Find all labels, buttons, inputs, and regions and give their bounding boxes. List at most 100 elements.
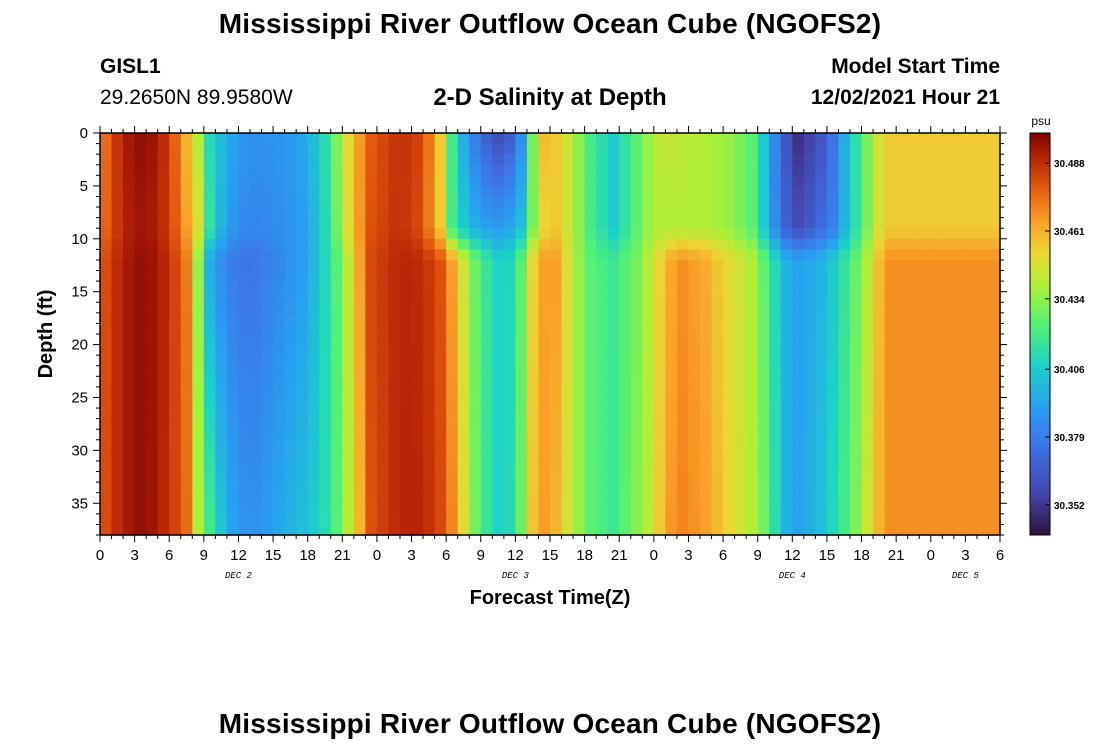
heatmap-cell [157, 207, 170, 219]
heatmap-cell [561, 228, 574, 240]
heatmap-cell [226, 397, 240, 409]
heatmap-cell [503, 365, 516, 377]
heatmap-cell [376, 217, 390, 229]
heatmap-cell [884, 228, 897, 240]
heatmap-cell [261, 323, 274, 335]
heatmap-cell [953, 418, 966, 430]
heatmap-cell [803, 175, 816, 187]
heatmap-cell [665, 154, 678, 166]
heatmap-cell [769, 471, 782, 483]
heatmap-cell [861, 238, 874, 250]
heatmap-cell [596, 471, 609, 483]
heatmap-cell [319, 143, 332, 155]
heatmap-cell [607, 418, 620, 430]
heatmap-cell [423, 482, 436, 494]
heatmap-cell [111, 376, 124, 388]
heatmap-cell [596, 397, 609, 409]
heatmap-cell [746, 154, 759, 166]
heatmap-cell [457, 259, 470, 272]
heatmap-cell [584, 397, 597, 409]
heatmap-cell [861, 460, 874, 473]
heatmap-cell [757, 439, 770, 451]
heatmap-cell [457, 228, 470, 240]
heatmap-cell [226, 217, 240, 229]
heatmap-cell [411, 355, 424, 367]
heatmap-cell [676, 175, 690, 187]
heatmap-cell [273, 482, 286, 494]
heatmap-cell [446, 312, 459, 325]
heatmap-cell [826, 249, 840, 261]
heatmap-cell [573, 418, 586, 430]
heatmap-cell [723, 450, 736, 462]
heatmap-cell [861, 355, 874, 367]
heatmap-cell [630, 281, 643, 293]
heatmap-cell [296, 217, 309, 229]
heatmap-cell [584, 450, 597, 462]
heatmap-cell [792, 460, 805, 473]
heatmap-cell [780, 228, 793, 240]
heatmap-cell [700, 397, 713, 409]
heatmap-cell [296, 471, 309, 483]
heatmap-cell [573, 365, 586, 377]
heatmap-cell [365, 513, 378, 526]
heatmap-cell [676, 185, 690, 198]
heatmap-cell [238, 450, 251, 462]
heatmap-cell [365, 164, 378, 176]
heatmap-cell [665, 259, 678, 272]
heatmap-cell [296, 376, 309, 388]
heatmap-cell [538, 207, 551, 219]
heatmap-cell [157, 249, 170, 261]
heatmap-cell [169, 492, 182, 504]
heatmap-cell [330, 291, 343, 303]
heatmap-cell [896, 492, 909, 504]
heatmap-cell [676, 503, 690, 515]
heatmap-cell [492, 291, 505, 303]
heatmap-cell [319, 281, 332, 293]
heatmap-cell [284, 418, 297, 430]
heatmap-cell [503, 503, 516, 515]
heatmap-cell [261, 196, 274, 208]
heatmap-cell [907, 291, 920, 303]
heatmap-cell [457, 323, 470, 335]
heatmap-cell [907, 503, 920, 515]
heatmap-cell [353, 408, 366, 420]
heatmap-cell [723, 524, 736, 536]
heatmap-cell [826, 175, 840, 187]
heatmap-cell [873, 259, 886, 272]
heatmap-cell [757, 323, 770, 335]
heatmap-cell [538, 238, 551, 250]
heatmap-cell [400, 344, 413, 356]
heatmap-cell [284, 513, 297, 526]
heatmap-cell [365, 302, 378, 314]
heatmap-cell [700, 228, 713, 240]
heatmap-cell [400, 164, 413, 176]
heatmap-cell [284, 482, 297, 494]
heatmap-cell [492, 154, 505, 166]
heatmap-cell [896, 408, 909, 420]
heatmap-cell [469, 270, 482, 282]
heatmap-cell [873, 196, 886, 208]
heatmap-cell [573, 450, 586, 462]
heatmap-cell [665, 175, 678, 187]
heatmap-cell [665, 143, 678, 155]
heatmap-cell [342, 355, 355, 367]
heatmap-cell [942, 249, 955, 261]
heatmap-cell [769, 439, 782, 451]
heatmap-cell [584, 376, 597, 388]
heatmap-cell [538, 471, 551, 483]
heatmap-cell [307, 175, 320, 187]
heatmap-cell [111, 302, 124, 314]
heatmap-cell [815, 334, 828, 346]
heatmap-cell [492, 513, 505, 526]
heatmap-cell [480, 217, 493, 229]
heatmap-cell [250, 418, 263, 430]
heatmap-cell [469, 217, 482, 229]
heatmap-cell [100, 450, 113, 462]
heatmap-cell [146, 376, 159, 388]
heatmap-cell [353, 397, 366, 409]
heatmap-cell [226, 312, 240, 325]
heatmap-cell [492, 418, 505, 430]
heatmap-cell [815, 217, 828, 229]
heatmap-cell [273, 408, 286, 420]
heatmap-cell [826, 238, 840, 250]
